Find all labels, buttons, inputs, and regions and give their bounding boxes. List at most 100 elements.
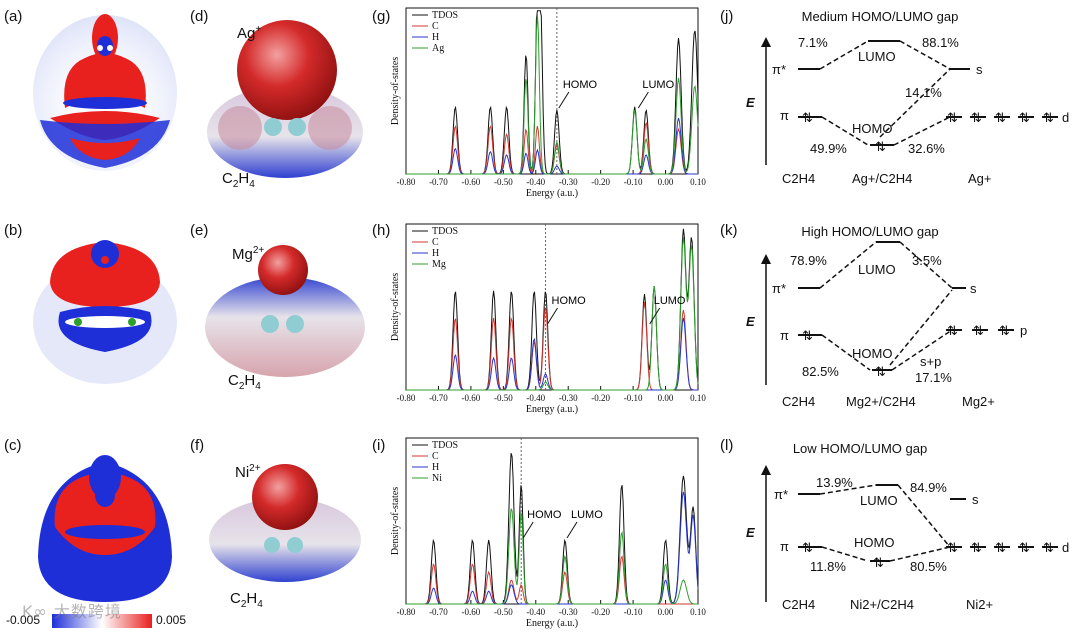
d-label: d xyxy=(1062,540,1069,555)
colorbar-min-label: -0.005 xyxy=(6,613,41,627)
s-orbital-label: s xyxy=(972,492,979,507)
x-axis-label: Energy (a.u.) xyxy=(526,618,578,629)
molecule-label-d: C2H4 xyxy=(222,170,255,190)
dos-chart-i: Density-of-states -0.80 -0.70 -0.60 -0.50 -0.… xyxy=(390,437,706,629)
ion-label-d: Ag+ xyxy=(237,24,262,42)
legend-entry: H xyxy=(432,32,439,43)
legend-entry: TDOS xyxy=(432,440,458,451)
pct-label: 88.1% xyxy=(922,35,959,50)
density-map-a xyxy=(30,8,180,173)
colorbar-max-label: 0.005 xyxy=(156,613,187,627)
svg-text:⇅: ⇅ xyxy=(1043,540,1054,555)
x-tick-label: -0.20 xyxy=(591,393,610,403)
panel-label-e: (e) xyxy=(190,222,209,239)
bottom-label: Ni2+/C2H4 xyxy=(850,597,914,612)
dos-chart-g: Density-of-states -0.80 -0.70 -0.60 -0.50 -0.… xyxy=(390,7,706,199)
x-tick-label: -0.70 xyxy=(429,177,448,187)
legend-entry: C xyxy=(432,21,439,32)
dos-series-mg xyxy=(406,236,699,391)
annotation-arrow xyxy=(637,91,649,109)
pi-star-label: π* xyxy=(774,487,788,502)
annotation-arrow xyxy=(547,307,558,325)
mo-diagram-k: High HOMO/LUMO gap E π* 78.9% 3.5% LUMO … xyxy=(746,224,1027,409)
lumo-label: LUMO xyxy=(858,262,896,277)
x-tick-label: -0.30 xyxy=(559,607,578,617)
svg-text:⇅: ⇅ xyxy=(995,110,1006,125)
panel-label-i: (i) xyxy=(372,437,386,454)
pct-label: 14.1% xyxy=(905,85,942,100)
legend-entry: TDOS xyxy=(432,226,458,237)
d-orbital-set: ⇅ ⇅ ⇅ ⇅ ⇅ xyxy=(946,540,1058,555)
x-tick-label: -0.70 xyxy=(429,607,448,617)
homo-label: HOMO xyxy=(852,346,892,361)
pct-label: 17.1% xyxy=(915,370,952,385)
y-axis-label: Density-of-states xyxy=(390,487,401,555)
annotation-homo: HOMO xyxy=(527,509,562,521)
x-tick-label: -0.80 xyxy=(397,393,416,403)
x-tick-label: -0.50 xyxy=(494,393,513,403)
pct-label: 3.5% xyxy=(912,253,942,268)
electron-pair: ⇅ xyxy=(875,139,886,154)
ion-label-e: Mg2+ xyxy=(232,245,265,263)
lumo-label: LUMO xyxy=(858,49,896,64)
bottom-label: C2H4 xyxy=(782,394,815,409)
legend-entry: TDOS xyxy=(432,10,458,21)
x-tick-label: 0.10 xyxy=(690,607,706,617)
svg-text:⇅: ⇅ xyxy=(1019,110,1030,125)
x-tick-label: -0.70 xyxy=(429,393,448,403)
legend-entry: C xyxy=(432,451,439,462)
pi-label: π xyxy=(780,539,789,554)
x-axis-label: Energy (a.u.) xyxy=(526,188,578,199)
legend-entry: H xyxy=(432,248,439,259)
mo-title: Low HOMO/LUMO gap xyxy=(793,441,927,456)
legend-entry: Ni xyxy=(432,473,442,484)
pi-star-label: π* xyxy=(772,281,786,296)
legend-entry: H xyxy=(432,462,439,473)
annotation-arrow xyxy=(522,521,534,539)
bottom-label: Ni2+ xyxy=(966,597,993,612)
bottom-label: Mg2+/C2H4 xyxy=(846,394,916,409)
dos-series-h xyxy=(406,317,698,391)
pct-label: 80.5% xyxy=(910,559,947,574)
x-tick-label: -0.30 xyxy=(559,177,578,187)
x-tick-label: -0.20 xyxy=(591,607,610,617)
pct-label: 7.1% xyxy=(798,35,828,50)
panel-label-k: (k) xyxy=(720,222,738,239)
d-label: d xyxy=(1062,110,1069,125)
bottom-label: C2H4 xyxy=(782,597,815,612)
d-orbital-set: ⇅ ⇅ ⇅ ⇅ ⇅ xyxy=(946,110,1058,125)
watermark: K∞ 大数跨境 xyxy=(22,602,122,621)
bottom-label: Ag+/C2H4 xyxy=(852,171,912,186)
x-tick-label: -0.40 xyxy=(526,607,545,617)
pct-label: s+p xyxy=(920,354,941,369)
svg-text:⇅: ⇅ xyxy=(971,540,982,555)
dos-chart-h: Density-of-states -0.80 -0.70 -0.60 -0.50 -0.… xyxy=(390,223,706,415)
annotation-lumo: LUMO xyxy=(642,79,674,91)
pi-label: π xyxy=(780,108,789,123)
panel-label-l: (l) xyxy=(720,437,734,454)
pct-label: 32.6% xyxy=(908,141,945,156)
dos-series-tdos xyxy=(406,453,699,605)
x-tick-label: 0.10 xyxy=(690,393,706,403)
energy-axis-label: E xyxy=(746,314,755,329)
homo-label: HOMO xyxy=(852,121,892,136)
mo-diagram-l: Low HOMO/LUMO gap E π* 13.9% 84.9% LUMO … xyxy=(746,441,1069,612)
svg-text:⇅: ⇅ xyxy=(973,323,984,338)
electron-pair: ⇅ xyxy=(802,540,813,555)
molecule-label-e: C2H4 xyxy=(228,372,261,392)
svg-text:⇅: ⇅ xyxy=(947,323,958,338)
dos-series-ag xyxy=(406,13,699,175)
annotation-homo: HOMO xyxy=(563,79,598,91)
pct-label: 13.9% xyxy=(816,475,853,490)
svg-text:⇅: ⇅ xyxy=(971,110,982,125)
homo-label: HOMO xyxy=(854,535,894,550)
annotation-arrow xyxy=(566,521,578,539)
dos-series-c xyxy=(406,555,698,605)
dos-series-tdos xyxy=(406,10,699,175)
svg-text:⇅: ⇅ xyxy=(947,540,958,555)
p-orbital-set: ⇅ ⇅ ⇅ xyxy=(946,323,1014,338)
x-tick-label: -0.40 xyxy=(526,393,545,403)
mo-diagram-j: Medium HOMO/LUMO gap E π* s 7.1% 88.1% L… xyxy=(746,9,1069,186)
panel-label-g: (g) xyxy=(372,8,391,25)
x-tick-label: -0.80 xyxy=(397,607,416,617)
